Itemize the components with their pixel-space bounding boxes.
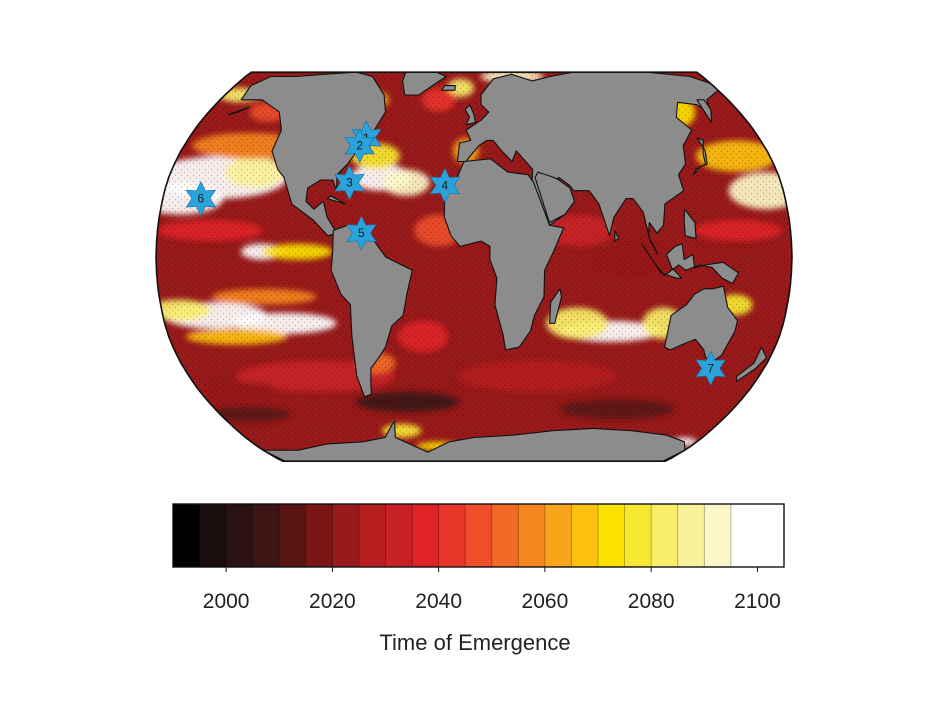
site-marker-3: 3 xyxy=(334,165,365,201)
arabia-land xyxy=(534,171,576,224)
colorbar-swatch xyxy=(252,504,280,567)
site-marker-5: 5 xyxy=(346,215,377,251)
new-zealand-land xyxy=(736,346,768,382)
site-marker-label: 7 xyxy=(707,361,714,375)
world-map: 1234567 xyxy=(155,71,793,462)
colorbar-swatch xyxy=(571,504,599,567)
australia-land xyxy=(664,285,739,362)
colorbar-swatch xyxy=(385,504,413,567)
madagascar-land xyxy=(549,288,563,324)
colorbar-swatch xyxy=(358,504,386,567)
colorbar-swatch xyxy=(279,504,307,567)
colorbar-swatch xyxy=(412,504,440,567)
colorbar-tick-label: 2100 xyxy=(734,590,781,613)
colorbar-swatch xyxy=(199,504,227,567)
colorbar-swatch xyxy=(598,504,626,567)
colorbar-swatch xyxy=(544,504,572,567)
site-marker-label: 2 xyxy=(356,139,363,153)
colorbar-tick-label: 2080 xyxy=(628,590,675,613)
colorbar-swatches xyxy=(173,504,758,567)
colorbar: 2000 2020 2040 2060 2080 2100 Time of Emergen… xyxy=(172,503,785,655)
colorbar-tick-label: 2000 xyxy=(203,590,250,613)
colorbar-swatch xyxy=(465,504,493,567)
south-america-land xyxy=(330,224,413,398)
kamchatka-land xyxy=(696,99,712,123)
site-marker-4: 4 xyxy=(429,167,461,204)
colorbar-ticks: 2000 2020 2040 2060 2080 2100 xyxy=(203,567,781,613)
philippines-land xyxy=(683,208,697,239)
star-icon xyxy=(429,167,461,204)
site-marker-7: 7 xyxy=(695,350,726,386)
colorbar-tick-label: 2020 xyxy=(309,590,356,613)
star-icon xyxy=(344,128,375,164)
colorbar-swatch xyxy=(730,504,758,567)
colorbar-swatch xyxy=(173,504,200,567)
colorbar-swatch xyxy=(226,504,254,567)
site-markers: 1234567 xyxy=(185,120,726,386)
colorbar-swatch xyxy=(624,504,652,567)
star-icon xyxy=(346,215,377,251)
site-marker-label: 5 xyxy=(358,226,365,240)
colorbar-frame xyxy=(172,503,785,568)
site-marker-2: 2 xyxy=(344,128,375,164)
colorbar-swatch xyxy=(651,504,679,567)
colorbar-swatch xyxy=(677,504,705,567)
north-america-land xyxy=(240,72,387,237)
colorbar-tick-label: 2060 xyxy=(522,590,569,613)
colorbar-title: Time of Emergence xyxy=(379,630,570,655)
site-marker-6: 6 xyxy=(185,180,217,217)
star-icon xyxy=(695,350,726,386)
site-marker-label: 4 xyxy=(442,178,449,192)
colorbar-swatch xyxy=(704,504,732,567)
africa-land xyxy=(443,158,565,351)
sri-lanka-land xyxy=(614,229,620,242)
iceland-land xyxy=(440,85,456,91)
uk-land xyxy=(464,104,477,126)
colorbar-swatch xyxy=(332,504,360,567)
antarctica-land xyxy=(262,420,686,462)
cuba-land xyxy=(326,195,347,205)
site-marker-label: 3 xyxy=(346,176,353,190)
star-icon xyxy=(185,180,217,217)
colorbar-swatch xyxy=(305,504,333,567)
star-icon xyxy=(334,165,365,201)
colorbar-swatch xyxy=(438,504,466,567)
indonesia-land xyxy=(641,243,740,285)
map-outline xyxy=(155,71,793,462)
site-marker-label: 6 xyxy=(198,192,205,206)
japan-land xyxy=(693,137,708,176)
colorbar-tick-label: 2040 xyxy=(415,590,462,613)
alaska-islands-land xyxy=(228,106,250,116)
colorbar-swatch xyxy=(491,504,519,567)
colorbar-swatch xyxy=(518,504,546,567)
land-masses xyxy=(228,72,768,462)
